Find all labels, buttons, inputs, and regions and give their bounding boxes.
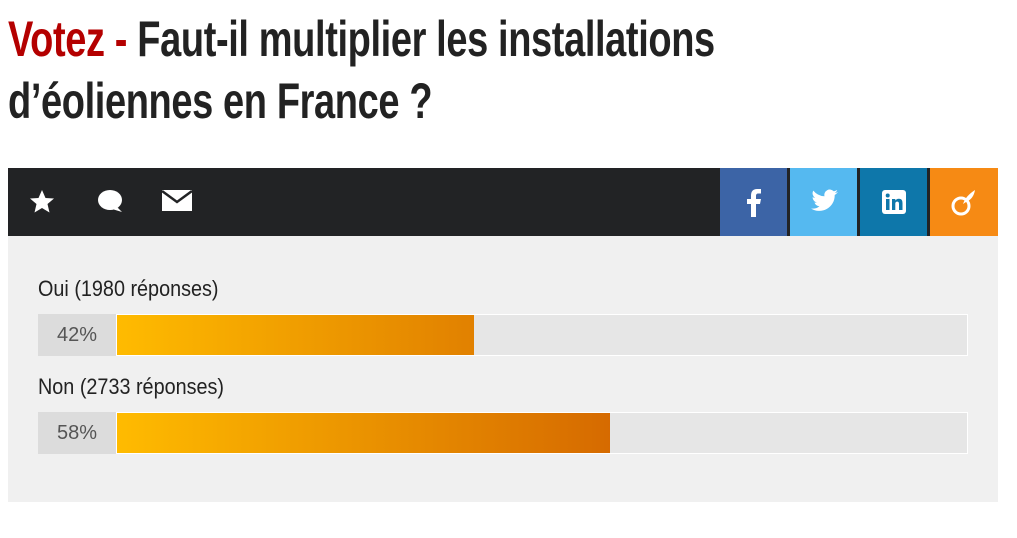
facebook-button[interactable]	[720, 168, 787, 236]
result-bar	[117, 315, 474, 355]
option-label: Oui (1980 réponses)	[38, 276, 219, 301]
result-bar	[117, 413, 610, 453]
option-label: Non (2733 réponses)	[38, 374, 225, 399]
poll-panel: Oui (1980 réponses) 42% Non (2733 réponses…	[8, 236, 998, 502]
bar-track	[116, 314, 968, 356]
title-prefix: Votez -	[8, 11, 128, 67]
toolbar	[8, 168, 998, 236]
option-percent: 42%	[38, 314, 116, 356]
option-percent: 58%	[38, 412, 116, 454]
twitter-button[interactable]	[790, 168, 857, 236]
viadeo-button[interactable]	[930, 168, 998, 236]
headline: Votez - Faut-il multiplier les installat…	[8, 8, 920, 132]
title: Faut-il multiplier les installations d’é…	[8, 11, 715, 129]
comment-button[interactable]	[94, 168, 126, 236]
bar-track	[116, 412, 968, 454]
email-button[interactable]	[160, 168, 194, 236]
favorite-button[interactable]	[26, 168, 58, 236]
linkedin-button[interactable]	[860, 168, 927, 236]
